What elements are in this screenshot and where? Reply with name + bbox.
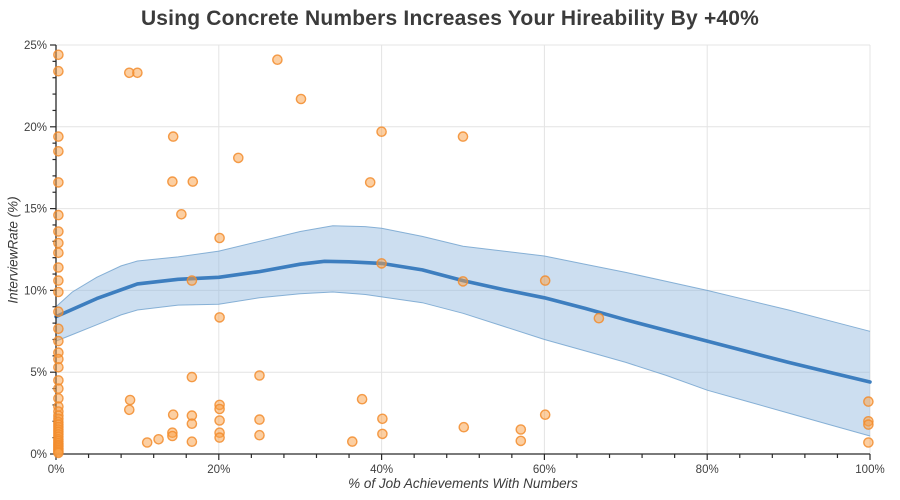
y-tick-label: 5% [30, 367, 47, 379]
data-points [53, 49, 874, 459]
data-point [515, 424, 527, 435]
data-point [515, 435, 527, 447]
data-point [377, 428, 388, 440]
confidence-band-upper-edge [55, 225, 871, 332]
data-point [53, 177, 64, 188]
data-point [376, 126, 387, 137]
data-point [539, 275, 551, 286]
data-point [346, 436, 358, 447]
tick-labels: 0% 5% 10% 15% 20% 25% 0% 20% 40% 60% 80% 100% [24, 40, 885, 476]
data-point [167, 176, 178, 187]
data-point [232, 152, 244, 164]
data-point [53, 306, 64, 318]
data-point [53, 447, 64, 459]
data-point [153, 433, 164, 445]
data-point [863, 396, 874, 407]
data-point [214, 312, 225, 323]
data-point [186, 371, 198, 383]
data-point [458, 421, 470, 433]
y-tick-label: 20% [24, 122, 47, 134]
confidence-band-lower-edge [55, 291, 871, 437]
data-point [214, 403, 225, 415]
data-point [124, 404, 135, 416]
data-point [457, 276, 469, 287]
data-point [457, 131, 469, 142]
data-point [214, 415, 225, 426]
data-point [186, 418, 198, 430]
data-point [141, 437, 153, 448]
data-point [272, 54, 283, 66]
x-tick-label: 20% [207, 464, 230, 476]
data-point [187, 176, 199, 187]
data-point [214, 232, 225, 244]
chart-title: Using Concrete Numbers Increases Your Hi… [140, 7, 760, 30]
data-point [53, 145, 64, 157]
data-point [53, 131, 64, 142]
confidence-band [55, 225, 871, 437]
y-tick-label: 25% [24, 40, 47, 52]
data-point [539, 409, 551, 421]
data-point [176, 208, 187, 220]
confidence-band-fill [56, 225, 870, 436]
data-point [364, 177, 376, 188]
data-point [124, 394, 136, 406]
x-tick-label: 80% [696, 464, 719, 476]
x-tick-label: 40% [370, 464, 393, 476]
data-point [377, 413, 388, 425]
data-point [254, 414, 265, 425]
data-point [167, 409, 179, 421]
data-point [254, 429, 265, 441]
y-tick-label: 0% [30, 449, 47, 461]
data-point [53, 361, 64, 373]
data-point [356, 393, 368, 405]
data-point [186, 275, 198, 286]
data-point [132, 67, 143, 79]
data-point [863, 419, 874, 430]
data-point [53, 65, 64, 77]
data-point [376, 258, 387, 269]
x-tick-label: 100% [855, 464, 884, 476]
data-point [53, 262, 64, 273]
data-point [53, 286, 64, 298]
data-point [167, 131, 179, 142]
data-point [593, 312, 605, 324]
data-point [53, 323, 64, 335]
data-point [295, 93, 307, 105]
x-tick-label: 60% [533, 464, 556, 476]
y-tick-label: 15% [24, 204, 47, 216]
y-axis-title: InterviewRate (%) [5, 196, 21, 304]
data-point [53, 209, 64, 221]
x-tick-label: 0% [48, 464, 65, 476]
data-point [53, 383, 64, 394]
data-point [53, 237, 64, 249]
data-point [186, 436, 198, 448]
data-point [53, 247, 64, 259]
gridlines [56, 44, 871, 454]
data-point [53, 275, 64, 286]
data-point [214, 432, 225, 443]
data-point [254, 370, 265, 381]
y-tick-label: 10% [24, 285, 47, 297]
data-point [167, 430, 178, 442]
x-axis-title: % of Job Achievements With Numbers [348, 476, 578, 491]
data-point [53, 226, 64, 237]
trend-line-path [54, 259, 872, 384]
data-point [53, 49, 64, 61]
trend-line [54, 259, 872, 384]
data-point [863, 437, 874, 448]
data-point [53, 335, 64, 347]
